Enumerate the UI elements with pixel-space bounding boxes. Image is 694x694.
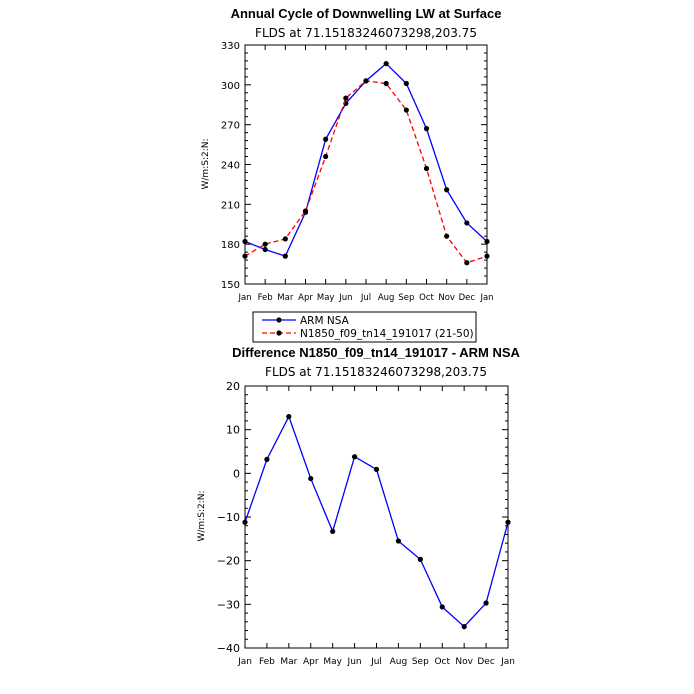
chart2-ytick-label: 0 [233, 467, 240, 480]
chart1-xtick-label: Apr [298, 293, 313, 303]
legend-marker-model [276, 330, 282, 336]
chart1-series-1-point [444, 233, 450, 239]
chart1-series-line-1 [244, 80, 488, 264]
chart2-xtick-label: Jan [500, 657, 515, 667]
chart1-series-1-point [403, 107, 409, 113]
legend-entry-model: N1850_f09_tn14_191017 (21-50) [262, 328, 474, 340]
chart2-series-0-point [483, 600, 489, 606]
chart2-xtick-label: Dec [477, 657, 494, 667]
chart1-series-1-point [363, 78, 369, 84]
chart2-xtick-label: Oct [434, 657, 450, 667]
legend-box [252, 311, 477, 343]
chart1-series-1-point [383, 80, 389, 87]
legend-label-model: N1850_f09_tn14_191017 (21-50) [300, 328, 474, 340]
legend-label-arm-nsa: ARM NSA [300, 315, 350, 327]
chart1-xtick-label: Sep [398, 293, 414, 303]
chart2-series-0-point [264, 456, 270, 462]
chart1-series-1-point [262, 241, 268, 247]
chart1-ytick-label: 240 [221, 161, 240, 172]
chart2-series-0-point [330, 528, 336, 535]
chart1-series-1-point [282, 236, 288, 242]
chart1-series-1-point [464, 260, 470, 266]
chart1-ytick-label: 210 [221, 200, 240, 211]
chart1-series-1-point [423, 165, 430, 172]
chart1-xtick-label: Feb [258, 293, 273, 303]
legend-marker-arm-nsa [276, 317, 282, 323]
chart2-subtitle: FLDS at 71.15183246073298,203.75 [265, 365, 487, 379]
chart2-ytick-label: −30 [217, 598, 240, 611]
chart1-xtick-label: Nov [438, 293, 455, 303]
chart1-series-1-point [302, 208, 309, 214]
chart1-series-0-point [423, 126, 430, 132]
chart2-ytick-label: −10 [217, 511, 240, 524]
chart1-xtick-label: Jan [479, 293, 493, 303]
chart2-series-0-point [461, 624, 467, 630]
chart1-series-line-0 [244, 62, 488, 257]
chart2-ylabel: W/m:S:2:N: [197, 491, 207, 542]
chart1-xtick-label: Oct [419, 293, 434, 303]
chart1-xtick-label: Dec [459, 293, 476, 303]
chart2-xtick-label: Jan [237, 657, 252, 667]
chart1-xtick-label: Mar [277, 293, 294, 303]
chart2-xtick-label: Jun [347, 657, 362, 667]
chart2-ytick-label: 20 [226, 380, 240, 393]
chart2-series-0-point [439, 604, 445, 610]
chart1-series-0-point [262, 246, 268, 253]
chart1-series-0-point [444, 187, 450, 193]
chart1-series-0-point [383, 60, 389, 67]
chart1-xtick-label: Jan [237, 293, 251, 303]
chart1-xtick-label: Aug [378, 293, 395, 303]
chart1-xtick-label: May [317, 293, 335, 303]
chart1-xtick-label: Jul [360, 293, 371, 303]
chart2-ytick-label: −40 [217, 642, 240, 655]
chart1-series-1-point [343, 95, 349, 101]
chart2-xtick-label: Mar [280, 657, 297, 667]
chart2-series-0-point [373, 466, 380, 473]
chart1-series-1-point [323, 153, 329, 160]
chart1-series-0-point [464, 220, 470, 226]
chart1-subtitle: FLDS at 71.15183246073298,203.75 [255, 26, 477, 40]
chart2-xtick-label: Aug [390, 657, 408, 667]
chart1-series-0-point [282, 253, 288, 259]
chart1-ytick-label: 270 [221, 121, 240, 132]
chart1-plot-frame [244, 44, 488, 285]
chart1-ytick-label: 300 [221, 81, 240, 92]
chart2-series-0-point [286, 413, 292, 420]
chart1-ytick-label: 180 [221, 240, 240, 251]
legend-entry-arm-nsa: ARM NSA [262, 315, 350, 327]
chart1-title: Annual Cycle of Downwelling LW at Surfac… [231, 6, 502, 21]
chart1-series-0-point [403, 80, 409, 87]
chart1-ytick-label: 330 [221, 41, 240, 52]
chart1-xtick-label: Jun [338, 293, 352, 303]
chart1-ylabel: W/m:S:2:N: [201, 139, 211, 190]
chart2-xtick-label: May [323, 657, 342, 667]
chart2-xtick-label: Nov [455, 657, 473, 667]
chart2-xtick-label: Jul [370, 657, 382, 667]
panel-difference: Difference N1850_f09_tn14_191017 - ARM N… [197, 345, 521, 667]
chart2-series-0-point [351, 454, 358, 460]
chart1-ytick-label: 150 [221, 280, 240, 291]
legend: ARM NSA N1850_f09_tn14_191017 (21-50) [252, 311, 477, 343]
chart2-xtick-label: Sep [412, 657, 429, 667]
chart2-series-0-point [417, 556, 423, 562]
panel-annual-cycle: Annual Cycle of Downwelling LW at Surfac… [201, 6, 501, 303]
chart2-series-0-point [395, 538, 402, 544]
chart2-ytick-label: 10 [226, 424, 240, 437]
chart2-title: Difference N1850_f09_tn14_191017 - ARM N… [232, 345, 520, 360]
chart2-xtick-label: Feb [259, 657, 275, 667]
chart2-ytick-label: −20 [217, 555, 240, 568]
chart2-series-line-0 [244, 414, 509, 628]
chart2-xtick-label: Apr [303, 657, 319, 667]
chart1-series-0-point [323, 136, 329, 142]
chart2-plot-frame [244, 385, 509, 649]
chart2-series-0-point [308, 475, 314, 482]
